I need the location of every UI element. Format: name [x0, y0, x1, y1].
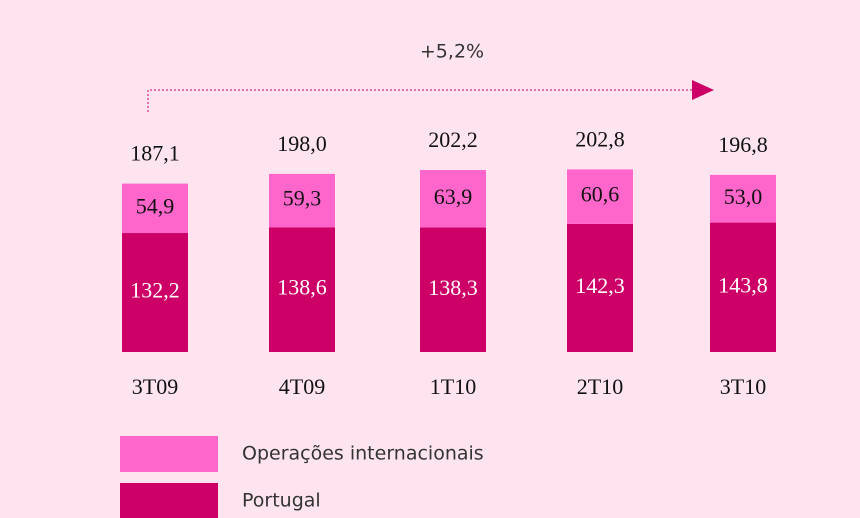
x-tick-label: 1T10: [430, 374, 476, 399]
value-label: 60,6: [581, 182, 620, 207]
legend-label: Operações internacionais: [242, 443, 484, 465]
x-tick-label: 2T10: [577, 374, 623, 399]
bar-segment: [567, 223, 633, 352]
total-label: 202,2: [428, 127, 478, 152]
value-label: 142,3: [575, 273, 625, 298]
annotation: +5,2%: [420, 41, 484, 63]
trend-arrow: [147, 89, 692, 112]
legend-label: Portugal: [242, 490, 321, 512]
value-label: 54,9: [136, 193, 175, 218]
bar-segment: [269, 227, 335, 352]
value-label: 59,3: [283, 186, 322, 211]
total-label: 196,8: [718, 132, 768, 157]
value-label: 138,6: [277, 275, 327, 300]
value-label: 63,9: [434, 184, 473, 209]
legend-swatch: [120, 436, 218, 472]
total-label: 187,1: [130, 141, 180, 166]
x-tick-label: 4T09: [279, 374, 325, 399]
x-tick-label: 3T10: [720, 374, 766, 399]
legend-swatch: [120, 483, 218, 518]
bar-segment: [420, 227, 486, 352]
value-label: 53,0: [724, 184, 763, 209]
bar-segment: [710, 222, 776, 352]
bar-segment: [122, 233, 188, 352]
bar-segment: [420, 170, 486, 228]
value-label: 132,2: [130, 278, 180, 303]
value-label: 143,8: [718, 272, 768, 297]
x-tick-label: 3T09: [132, 374, 178, 399]
bar-segment: [122, 183, 188, 234]
bar-segment: [710, 174, 776, 223]
bar-segment: [269, 173, 335, 228]
bar-segment: [567, 169, 633, 224]
total-label: 198,0: [277, 131, 327, 156]
arrow-head: [692, 80, 714, 100]
total-label: 202,8: [575, 127, 625, 152]
value-label: 138,3: [428, 275, 478, 300]
